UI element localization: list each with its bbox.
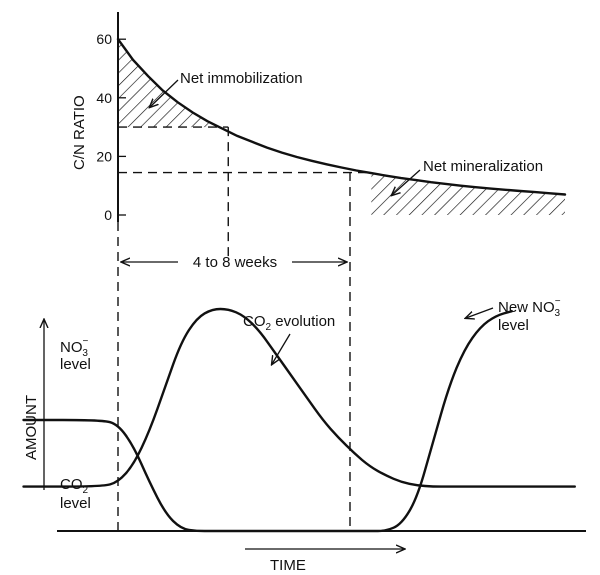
no3-level-sup: − — [83, 336, 89, 347]
top-y-axis-label: C/N RATIO — [71, 95, 88, 170]
net-immobilization-label: Net immobilization — [180, 70, 303, 87]
time-axis-label: TIME — [270, 557, 306, 574]
co2-evolution-arrow — [272, 333, 291, 364]
y-tick-label-40: 40 — [96, 90, 112, 106]
y-tick-label-0: 0 — [104, 207, 112, 223]
no3-level-main: NO — [60, 339, 83, 356]
new-no3-main: New NO — [498, 299, 555, 316]
immobilization-hatch-area — [118, 39, 229, 128]
new-no3-label: New NO− 3 — [498, 296, 561, 319]
co2-level-sub: 2 — [83, 485, 89, 496]
new-no3-arrow — [466, 307, 494, 318]
interval-label: 4 to 8 weeks — [193, 254, 277, 271]
mineralization-hatch-area — [371, 173, 565, 215]
co2-level-main: CO — [60, 476, 83, 493]
net-immobilization-arrow — [150, 79, 179, 107]
co2-level-word: level — [60, 495, 91, 512]
new-no3-word: level — [498, 317, 529, 334]
y-tick-label-20: 20 — [96, 148, 112, 164]
net-mineralization-arrow — [392, 169, 421, 195]
co2-level-label: CO2 — [60, 476, 89, 496]
new-no3-sub: 3 — [555, 308, 561, 319]
co2-evolution-rest: evolution — [271, 313, 335, 330]
no3-level-label: NO− 3 — [60, 336, 89, 359]
top-panel: 0 20 40 60 C/N RATIO Net immobilization Net… — [71, 12, 567, 257]
net-mineralization-label: Net mineralization — [423, 158, 543, 175]
co2-evolution-main: CO — [243, 313, 266, 330]
no3-level-word: level — [60, 356, 91, 373]
co2-evolution-label: CO2 evolution — [243, 313, 335, 333]
nitrate-level-curve — [22, 310, 513, 533]
bottom-panel: 4 to 8 weeks AMOUNT TIME NO− 3 level CO2 … — [22, 172, 586, 574]
amount-axis-label: AMOUNT — [23, 395, 40, 460]
cn-ratio-curve — [116, 38, 567, 196]
co2-evolution-curve — [22, 307, 576, 488]
y-tick-label-60: 60 — [96, 31, 112, 47]
co2-evolution-sub: 2 — [266, 322, 272, 333]
no3-level-sub: 3 — [82, 348, 88, 359]
top-y-ticks: 0 20 40 60 — [96, 31, 126, 223]
new-no3-sup: − — [555, 296, 561, 307]
